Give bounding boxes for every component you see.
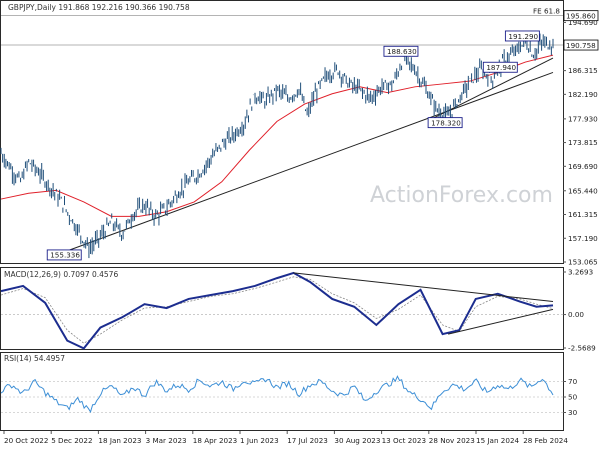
price-annotation-box bbox=[482, 61, 518, 73]
ma-line bbox=[0, 54, 554, 217]
moving-average bbox=[0, 54, 554, 217]
price-tick-label: 157.190 bbox=[568, 234, 598, 243]
rsi-tick-label: 70 bbox=[568, 377, 578, 386]
price-chart-title: GBPJPY,Daily 191.868 192.216 190.366 190… bbox=[8, 3, 190, 12]
macd-lines bbox=[0, 271, 563, 350]
date-tick-label: 17 Jul 2023 bbox=[287, 436, 328, 445]
fe-label: FE 61.8 bbox=[533, 7, 560, 16]
price-annotation-box bbox=[504, 30, 540, 42]
date-tick-label: 3 Mar 2023 bbox=[146, 436, 187, 445]
date-axis: 20 Oct 2022 5 Dec 2022 18 Jan 2023 3 Mar 20… bbox=[3, 431, 568, 445]
rsi-line bbox=[0, 375, 563, 414]
rsi-axis: 70 50 30 bbox=[563, 377, 578, 417]
price-annotation-label: 155.336 bbox=[50, 251, 80, 260]
date-tick-label: 5 Dec 2022 bbox=[51, 436, 92, 445]
rsi-tick-label: 50 bbox=[568, 393, 578, 402]
date-tick-label: 28 Nov 2023 bbox=[429, 436, 475, 445]
macd-tick-label: -2.5689 bbox=[568, 344, 596, 353]
macd-title: MACD(12,26,9) 0.7097 0.4576 bbox=[4, 270, 118, 279]
price-tick-label: 177.930 bbox=[568, 114, 598, 123]
macd-axis: 3.2693 0.00 -2.5689 bbox=[563, 268, 596, 353]
price-tick-label: 173.815 bbox=[568, 138, 598, 147]
fe-price-label: 195.860 bbox=[566, 11, 596, 20]
macd-tick-label: 0.00 bbox=[568, 310, 584, 319]
date-tick-label: 15 Jan 2024 bbox=[476, 436, 520, 445]
date-tick-label: 20 Oct 2022 bbox=[4, 436, 48, 445]
macd-main-line bbox=[0, 271, 554, 350]
date-tick-label: 1 Jun 2023 bbox=[240, 436, 279, 445]
watermark: ActionForex.com bbox=[370, 183, 553, 208]
current-price-box bbox=[563, 39, 599, 51]
long-trendline bbox=[67, 71, 554, 252]
rsi-title: RSI(14) 54.4957 bbox=[4, 354, 65, 363]
price-tick-label: 161.315 bbox=[568, 210, 598, 219]
date-tick-label: 18 Apr 2023 bbox=[193, 436, 237, 445]
fe-price-box bbox=[563, 10, 599, 22]
macd-resistance-line bbox=[293, 272, 554, 303]
price-annotation-label: 187.940 bbox=[486, 63, 516, 72]
price-annotation-box bbox=[46, 249, 82, 261]
price-grid: FE 61.8 bbox=[1, 7, 563, 46]
macd-tick-label: 3.2693 bbox=[568, 268, 593, 277]
price-tick-label: 169.690 bbox=[568, 162, 598, 171]
price-annotation-box bbox=[427, 117, 463, 129]
macd-panel bbox=[0, 267, 564, 350]
price-annotations: 155.336 188.630 178.320 191.290 187.940 bbox=[46, 30, 540, 261]
current-price-label: 190.758 bbox=[566, 41, 596, 50]
price-axis: 194.690 186.315 182.190 177.930 173.815 169.6… bbox=[563, 10, 599, 267]
price-tick-label: 182.190 bbox=[568, 90, 598, 99]
price-annotation-label: 188.630 bbox=[387, 47, 417, 56]
price-tick-label: 153.065 bbox=[568, 258, 598, 267]
rsi-tick-label: 30 bbox=[568, 408, 578, 417]
macd-support-line bbox=[448, 308, 554, 335]
price-annotation-box bbox=[383, 45, 419, 57]
price-annotation-label: 178.320 bbox=[431, 118, 461, 127]
price-panel bbox=[0, 0, 564, 264]
date-tick-label: 13 Oct 2023 bbox=[382, 436, 426, 445]
price-annotation-label: 191.290 bbox=[508, 32, 538, 41]
price-tick-label: 165.440 bbox=[568, 186, 598, 195]
rsi-panel bbox=[0, 352, 564, 431]
date-tick-label: 18 Jan 2023 bbox=[98, 436, 141, 445]
price-tick-label: 194.690 bbox=[568, 18, 598, 27]
date-tick-label: 30 Aug 2023 bbox=[334, 436, 380, 445]
date-tick-label: 28 Feb 2024 bbox=[523, 436, 568, 445]
rsi-main-line bbox=[0, 375, 554, 414]
price-tick-label: 186.315 bbox=[568, 66, 598, 75]
